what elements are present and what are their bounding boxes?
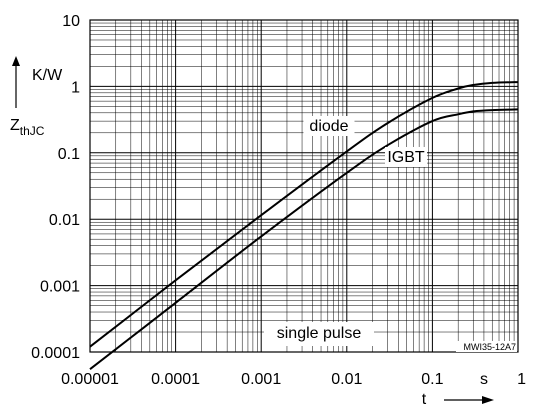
x-tick-label: 0.0001 [151,371,200,388]
series-layer: diode IGBT [89,81,519,370]
annotation-background [264,322,374,346]
y-tick-label: 1 [71,79,80,96]
tick-labels: 0.0001 0.001 0.01 0.1 1 10 0.00001 0.0001 0.001 0… [31,13,526,388]
x-tick-label: 0.01 [331,371,362,388]
y-tick-label: 0.0001 [31,345,80,362]
plot-frame [89,19,519,353]
x-tick-label: 0.00001 [61,371,119,388]
series-line-diode [89,81,519,348]
x-tick-label: 1 [517,371,526,388]
y-axis-label: ZthJC [10,117,45,138]
y-axis-arrow-head [12,56,20,66]
x-axis-arrow-head [482,396,494,404]
y-tick-label: 0.01 [49,212,80,229]
series-label-bg-diode [303,116,355,136]
series-label-igbt: IGBT [387,149,425,166]
series-label-diode: diode [309,118,348,135]
y-tick-label: 0.1 [58,146,80,163]
series-label-bg-igbt [385,147,427,167]
single-pulse-annotation: single pulse [277,325,362,342]
x-tick-label: 0.001 [241,371,281,388]
x-tick-label: 0.1 [421,371,443,388]
grid-lines [90,20,518,352]
figure-code-background [456,341,517,352]
x-axis-label: t [422,391,427,408]
y-tick-label: 0.001 [40,279,80,296]
figure-code: MWI35-12A7 [463,342,516,352]
y-tick-label: 10 [62,13,80,30]
label-boxes [264,322,517,352]
series-line-igbt [89,108,519,370]
y-axis-unit: K/W [32,67,63,84]
x-axis-unit: s [480,371,488,388]
